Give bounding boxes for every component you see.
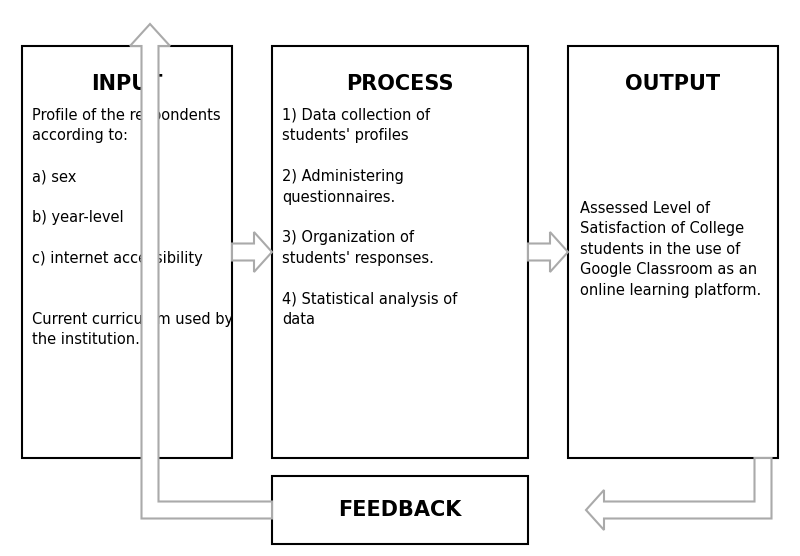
Text: PROCESS: PROCESS <box>346 74 454 94</box>
Text: INPUT: INPUT <box>91 74 162 94</box>
Bar <box>568 46 778 458</box>
Polygon shape <box>232 232 272 272</box>
Bar <box>22 46 232 458</box>
Text: Profile of the respondents
according to:

a) sex

b) year-level

c) internet acc: Profile of the respondents according to:… <box>32 108 233 348</box>
Polygon shape <box>130 24 272 519</box>
Text: OUTPUT: OUTPUT <box>626 74 721 94</box>
Bar <box>272 46 528 458</box>
Polygon shape <box>586 458 771 530</box>
Bar <box>272 476 528 544</box>
Text: FEEDBACK: FEEDBACK <box>338 500 462 520</box>
Polygon shape <box>528 232 568 272</box>
Text: Assessed Level of
Satisfaction of College
students in the use of
Google Classroo: Assessed Level of Satisfaction of Colleg… <box>580 201 762 297</box>
Text: 1) Data collection of
students' profiles

2) Administering
questionnaires.

3) O: 1) Data collection of students' profiles… <box>282 108 458 327</box>
